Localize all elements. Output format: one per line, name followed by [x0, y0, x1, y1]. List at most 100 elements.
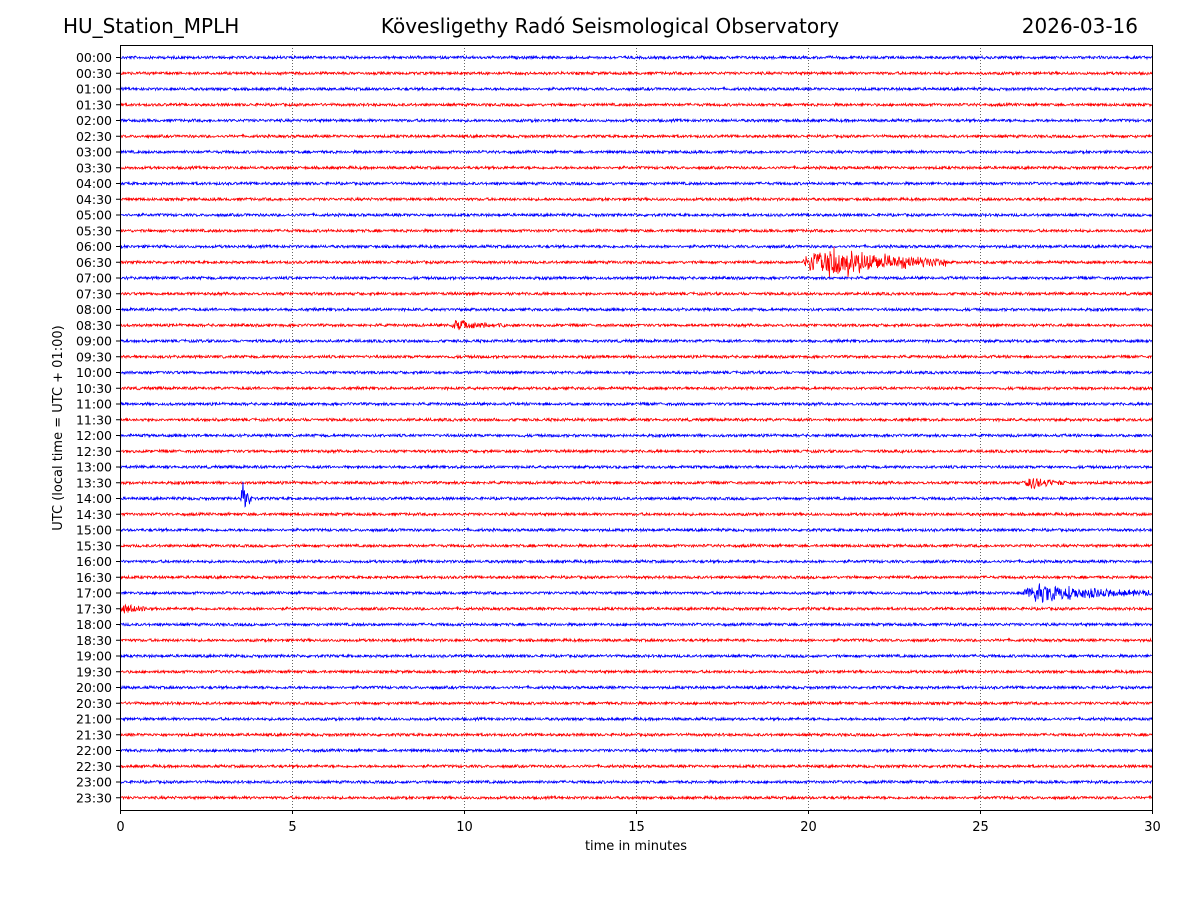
- y-tick-label: 23:30: [76, 790, 112, 805]
- seismic-trace: [119, 227, 1152, 234]
- seismic-trace: [119, 653, 1153, 659]
- seismic-trace: [119, 511, 1153, 518]
- seismic-trace: [119, 320, 1153, 331]
- y-tick-label: 09:00: [76, 334, 112, 349]
- seismic-trace: [119, 574, 1153, 581]
- seismic-trace: [119, 337, 1153, 345]
- seismic-trace: [119, 211, 1153, 218]
- seismic-trace: [119, 583, 1153, 603]
- seismic-trace: [119, 603, 1153, 614]
- y-axis-label: UTC (local time = UTC + 01:00): [51, 325, 66, 530]
- record-date: 2026-03-16: [1021, 14, 1138, 38]
- y-tick-label: 21:30: [76, 727, 112, 742]
- y-tick-label: 18:30: [76, 633, 112, 648]
- y-tick-label: 13:30: [76, 475, 112, 490]
- y-tick-label: 19:30: [76, 664, 112, 679]
- y-tick-label: 17:30: [76, 601, 112, 616]
- seismic-trace: [119, 196, 1153, 203]
- seismic-trace: [119, 763, 1153, 770]
- y-tick-label: 00:00: [76, 50, 112, 65]
- y-tick-label: 16:30: [76, 570, 112, 585]
- seismic-trace: [119, 164, 1153, 171]
- seismic-trace: [119, 117, 1153, 124]
- y-tick-label: 02:30: [76, 129, 112, 144]
- seismic-trace: [119, 70, 1153, 77]
- seismic-trace: [119, 275, 1153, 281]
- seismic-trace: [119, 448, 1152, 455]
- y-tick-label: 15:00: [76, 523, 112, 538]
- y-tick-label: 01:30: [76, 97, 112, 112]
- y-tick-label: 21:00: [76, 712, 112, 727]
- y-tick-label: 20:30: [76, 696, 112, 711]
- seismic-trace: [119, 432, 1153, 439]
- seismic-trace: [119, 385, 1153, 392]
- y-tick-label: 14:30: [76, 507, 112, 522]
- seismic-trace: [119, 306, 1153, 313]
- y-tick-label: 01:00: [76, 82, 112, 97]
- y-tick-label: 12:30: [76, 444, 112, 459]
- seismic-trace: [119, 478, 1153, 490]
- station-name: HU_Station_MPLH: [63, 14, 240, 38]
- seismic-trace: [119, 558, 1153, 565]
- y-tick-label: 18:00: [76, 617, 112, 632]
- y-tick-label: 23:00: [76, 775, 112, 790]
- y-tick-label: 07:00: [76, 271, 112, 286]
- x-tick-label: 20: [800, 820, 817, 835]
- x-tick-label: 10: [456, 820, 473, 835]
- seismic-trace: [119, 148, 1153, 155]
- y-tick-label: 00:30: [76, 66, 112, 81]
- y-tick-label: 06:30: [76, 255, 112, 270]
- observatory-title: Kövesligethy Radó Seismological Observat…: [380, 14, 840, 38]
- seismic-trace: [119, 246, 1153, 278]
- y-tick-label: 16:00: [76, 554, 112, 569]
- y-tick-label: 11:30: [76, 412, 112, 427]
- seismic-trace: [119, 637, 1153, 644]
- seismic-trace: [120, 731, 1153, 738]
- x-tick-label: 15: [628, 820, 645, 835]
- seismic-trace: [119, 243, 1153, 250]
- y-tick-label: 17:00: [76, 586, 112, 601]
- y-tick-label: 22:30: [76, 759, 112, 774]
- seismic-trace: [119, 779, 1153, 785]
- seismic-trace: [119, 715, 1153, 723]
- seismic-trace: [119, 668, 1153, 675]
- seismic-trace: [119, 416, 1153, 423]
- y-tick-label: 19:00: [76, 649, 112, 664]
- y-tick-label: 10:30: [76, 381, 112, 396]
- y-tick-label: 09:30: [76, 349, 112, 364]
- x-tick-label: 0: [116, 820, 124, 835]
- x-axis-label: time in minutes: [585, 839, 687, 854]
- seismic-trace: [119, 700, 1153, 707]
- seismic-trace: [119, 133, 1153, 140]
- y-tick-label: 03:30: [76, 160, 112, 175]
- seismic-trace: [119, 621, 1153, 628]
- y-tick-label: 13:00: [76, 460, 112, 475]
- seismic-trace: [119, 684, 1153, 691]
- y-tick-label: 05:30: [76, 223, 112, 238]
- seismic-trace: [119, 101, 1153, 108]
- y-tick-label: 07:30: [76, 286, 112, 301]
- y-tick-label: 14:00: [76, 491, 112, 506]
- x-tick-label: 5: [288, 820, 296, 835]
- y-tick-label: 15:30: [76, 538, 112, 553]
- y-tick-label: 03:00: [76, 145, 112, 160]
- y-tick-label: 22:00: [76, 743, 112, 758]
- seismic-trace: [119, 85, 1153, 93]
- y-tick-label: 06:00: [76, 239, 112, 254]
- y-tick-label: 12:00: [76, 428, 112, 443]
- seismic-trace: [119, 54, 1153, 61]
- x-tick-label: 25: [972, 820, 989, 835]
- y-tick-label: 08:00: [76, 302, 112, 317]
- seismic-trace: [120, 353, 1153, 360]
- seismic-trace: [119, 526, 1153, 533]
- seismic-trace: [119, 747, 1153, 754]
- y-tick-label: 05:00: [76, 208, 112, 223]
- y-tick-label: 10:00: [76, 365, 112, 380]
- y-tick-label: 08:30: [76, 318, 112, 333]
- seismic-trace: [119, 481, 1152, 508]
- seismic-trace: [119, 401, 1153, 407]
- seismic-trace: [119, 180, 1153, 187]
- seismic-trace: [119, 290, 1152, 297]
- y-tick-label: 04:00: [76, 176, 112, 191]
